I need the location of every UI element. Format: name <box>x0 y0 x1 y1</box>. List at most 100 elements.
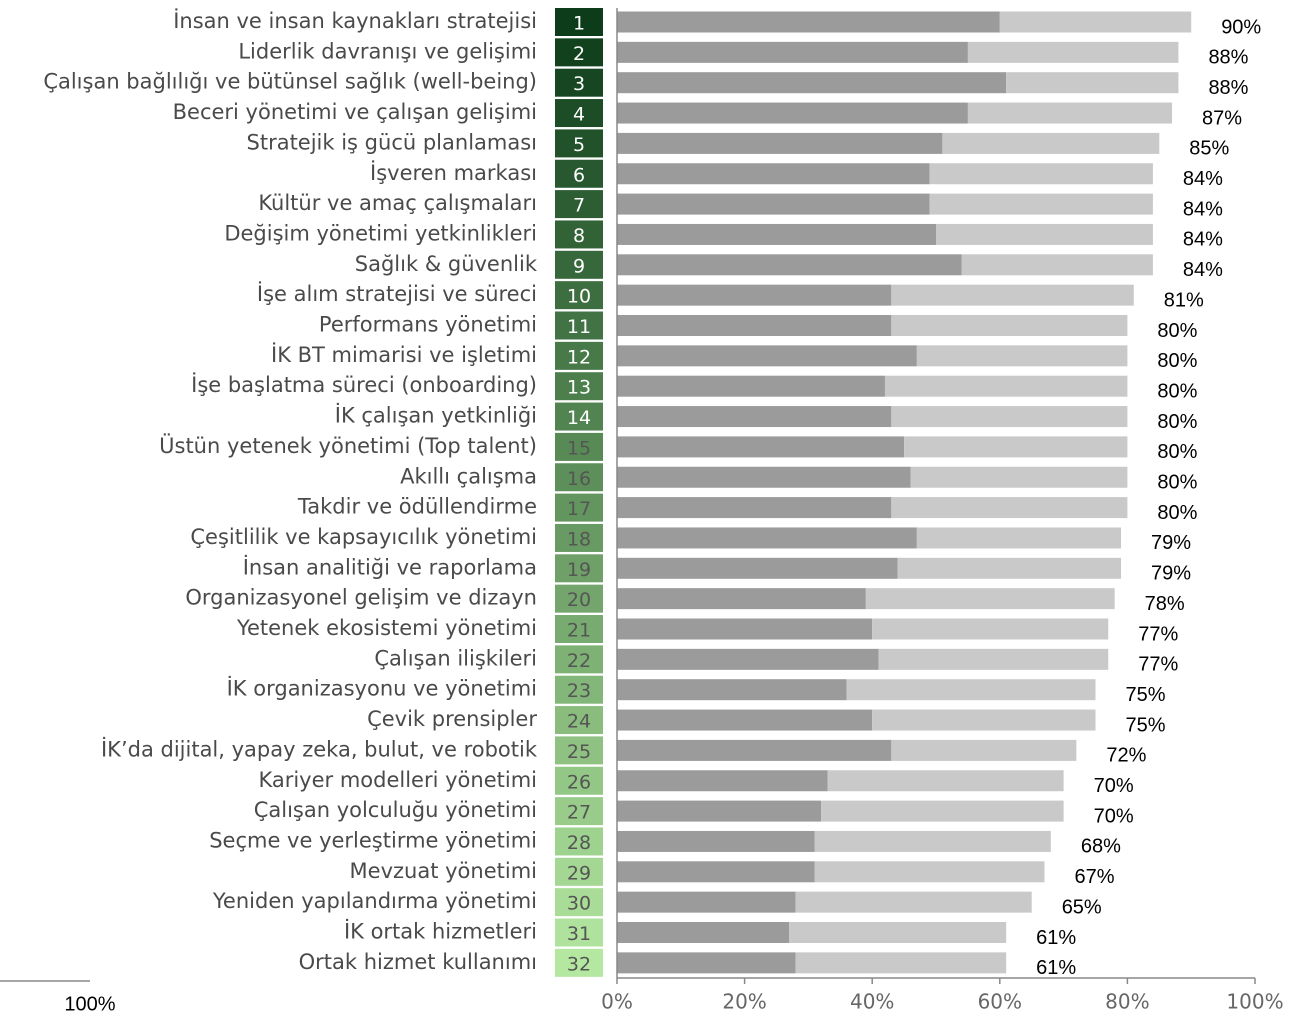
rank-box <box>555 129 603 158</box>
rank-box <box>555 68 603 97</box>
rank-box <box>555 706 603 735</box>
bar-segment <box>617 861 815 883</box>
category-label: Akıllı çalışma <box>400 464 537 488</box>
bar-segment <box>617 345 917 367</box>
category-label: Performans yönetimi <box>319 313 537 337</box>
rank-label: 28 <box>567 832 591 854</box>
category-label: İK’da dijital, yapay zeka, bulut, ve rob… <box>101 736 538 761</box>
total-label: 75% <box>1126 714 1166 736</box>
bar-segment <box>617 41 968 63</box>
bar-segment <box>891 739 1077 761</box>
rank-box <box>555 615 603 643</box>
bar-segment <box>617 648 879 670</box>
total-label: 77% <box>1138 654 1178 676</box>
bar-segment <box>617 952 796 974</box>
bar-segment <box>617 527 917 549</box>
bar-segment <box>967 102 1173 124</box>
rank-label: 10 <box>567 286 591 308</box>
bar-segment <box>617 588 866 610</box>
total-label: 80% <box>1157 472 1197 494</box>
total-label: 85% <box>1189 138 1229 160</box>
total-label: 75% <box>1126 684 1166 706</box>
bar-segment <box>617 223 936 245</box>
bar-segment <box>846 679 1096 701</box>
total-label: 79% <box>1151 532 1191 554</box>
bar-segment <box>967 41 1179 63</box>
rank-label: 3 <box>573 73 585 95</box>
bar-segment <box>891 315 1128 336</box>
rank-label: 12 <box>567 346 591 368</box>
category-label: Yetenek ekosistemi yönetimi <box>236 616 537 640</box>
bar-segment <box>916 345 1128 367</box>
bar-segment <box>878 648 1109 670</box>
category-label: Çalışan yolculuğu yönetimi <box>254 798 537 822</box>
rank-label: 5 <box>573 134 585 156</box>
rank-box <box>555 38 603 67</box>
rank-label: 4 <box>573 104 585 126</box>
rank-box <box>555 918 603 947</box>
rank-box <box>555 584 603 613</box>
rank-box <box>555 736 603 765</box>
total-label: 84% <box>1183 168 1223 190</box>
total-label: 67% <box>1074 866 1114 888</box>
rank-label: 2 <box>573 43 585 65</box>
category-label: Mevzuat yönetimi <box>350 859 537 883</box>
rank-label: 18 <box>567 528 591 550</box>
category-label: İK organizasyonu ve yönetimi <box>227 676 537 701</box>
bar-segment <box>617 284 892 306</box>
category-label: İK BT mimarisi ve işletimi <box>271 342 537 367</box>
x-tick-label: 20% <box>722 990 766 1014</box>
bar-segment <box>617 375 885 397</box>
rank-label: 21 <box>567 620 591 642</box>
rank-label: 1 <box>573 13 585 35</box>
category-label: Üstün yetenek yönetimi (Top talent) <box>159 433 537 458</box>
category-label: Liderlik davranışı ve gelişimi <box>238 39 537 63</box>
rank-label: 24 <box>567 711 591 733</box>
bar-segment <box>872 618 1109 640</box>
bar-segment <box>795 952 1007 974</box>
bar-segment <box>617 557 898 579</box>
rank-box <box>555 645 603 674</box>
rank-box <box>555 159 603 188</box>
bar-segment <box>617 466 911 488</box>
bar-segment <box>617 922 790 943</box>
rank-label: 26 <box>567 771 591 793</box>
rank-box <box>555 766 603 795</box>
rank-label: 27 <box>567 802 591 824</box>
rank-label: 11 <box>567 316 591 338</box>
bar-segment <box>936 223 1153 245</box>
total-label: 80% <box>1157 320 1197 342</box>
bar-segment <box>617 891 796 913</box>
category-label: Değişim yönetimi yetkinlikleri <box>224 221 537 245</box>
x-tick-label: 40% <box>850 990 894 1014</box>
bar-segment <box>910 466 1128 488</box>
rank-box <box>555 948 603 977</box>
category-label: İK ortak hizmetleri <box>344 919 537 944</box>
rank-box <box>555 220 603 249</box>
category-label: Kariyer modelleri yönetimi <box>258 768 537 792</box>
bar-segment <box>929 163 1153 185</box>
bar-segment <box>884 375 1128 397</box>
bar-segment <box>916 527 1122 549</box>
rank-box <box>555 311 603 340</box>
category-label: Stratejik iş gücü planlaması <box>247 130 538 154</box>
total-label: 65% <box>1062 896 1102 918</box>
bar-segment <box>617 709 873 731</box>
x-tick-label: 0% <box>601 990 633 1014</box>
rank-label: 9 <box>573 255 585 277</box>
bar-segment <box>789 922 1007 943</box>
rank-label: 29 <box>567 862 591 884</box>
bar-segment <box>999 11 1192 33</box>
bar-segment <box>904 436 1128 458</box>
total-label: 80% <box>1157 380 1197 402</box>
rank-box <box>555 463 603 492</box>
rank-label: 14 <box>567 407 591 429</box>
rank-box <box>555 493 603 522</box>
rank-label: 23 <box>567 680 591 702</box>
bar-segment <box>617 830 815 852</box>
category-label: Çalışan bağlılığı ve bütünsel sağlık (we… <box>43 70 537 94</box>
x-tick-label: 100% <box>1226 990 1283 1014</box>
rank-label: 8 <box>573 225 585 247</box>
total-label: 80% <box>1157 502 1197 524</box>
bar-segment <box>617 132 943 154</box>
